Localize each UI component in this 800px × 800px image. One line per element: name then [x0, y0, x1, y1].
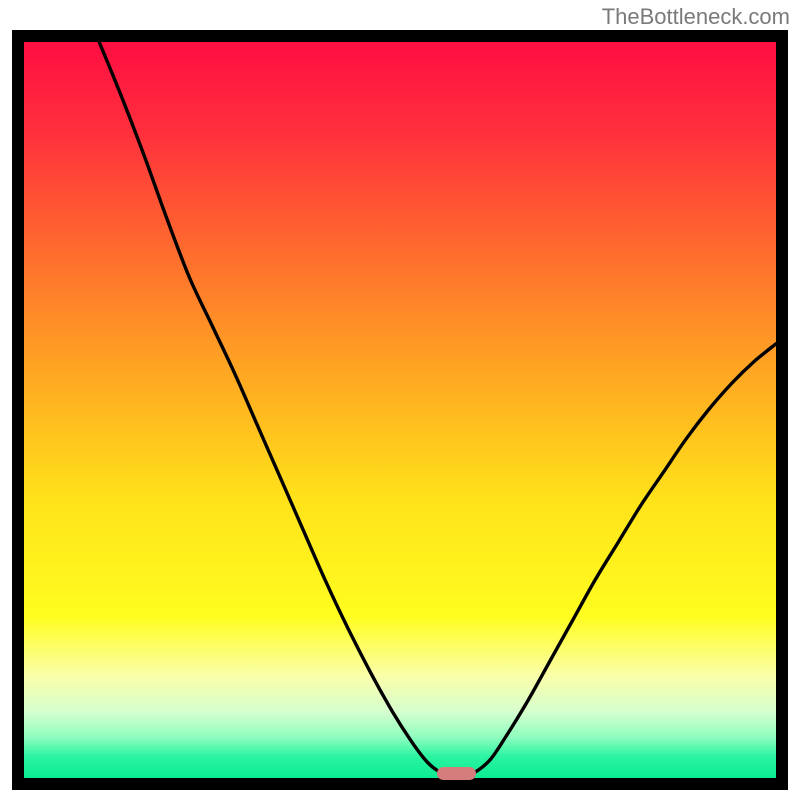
bottleneck-curve	[99, 42, 776, 776]
curve-svg	[24, 42, 776, 778]
optimal-marker	[437, 767, 476, 780]
bottleneck-chart: TheBottleneck.com	[0, 0, 800, 800]
plot-frame	[12, 30, 788, 790]
attribution-text: TheBottleneck.com	[602, 4, 790, 30]
